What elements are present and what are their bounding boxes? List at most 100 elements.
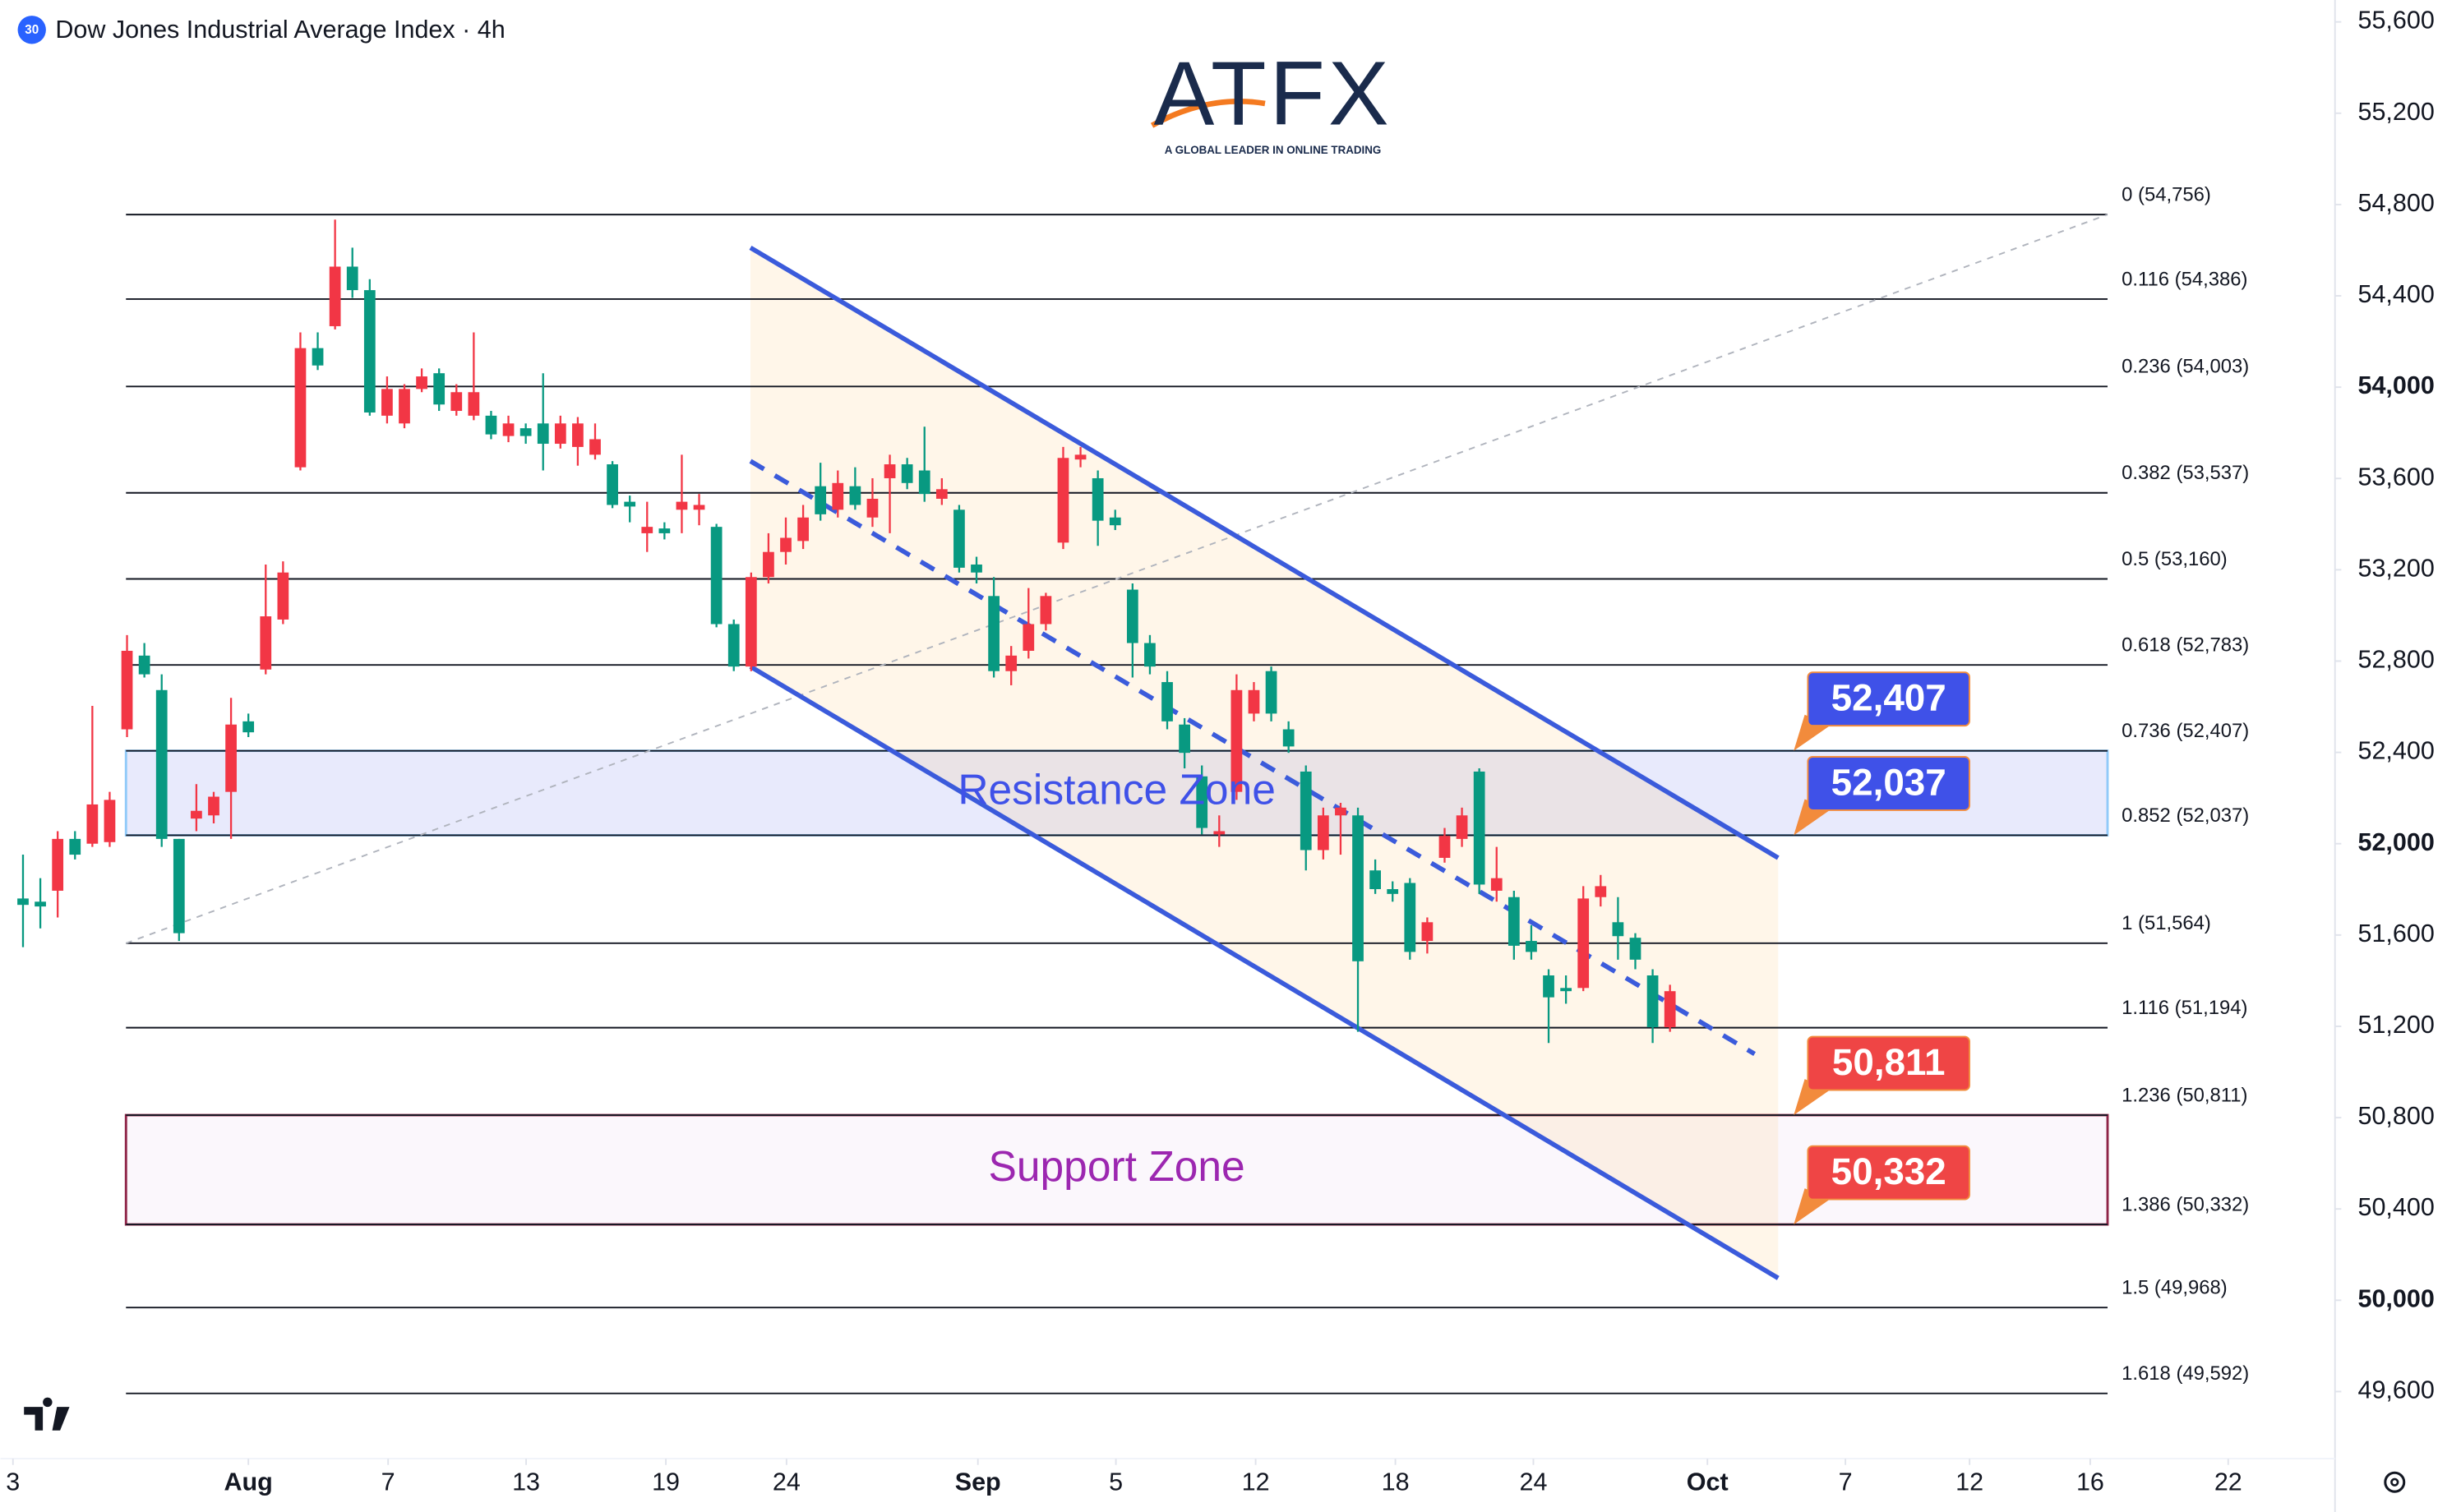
y-tick-label: 50,000 [2358, 1284, 2435, 1312]
price-label: 50,811 [1832, 1041, 1946, 1083]
line-layer [125, 214, 2108, 1394]
candle-body [17, 898, 29, 906]
candle-body [658, 528, 671, 533]
candle-body [1629, 938, 1641, 960]
fib-label: 1.386 (50,332) [2122, 1193, 2249, 1215]
candle-body [918, 470, 930, 495]
candle-body [537, 423, 549, 445]
y-tick-label: 54,400 [2358, 280, 2435, 308]
candle-body [1490, 878, 1503, 891]
price-label-box [1807, 756, 1970, 811]
x-tick-label: 12 [1955, 1468, 1983, 1496]
candle-body [1161, 682, 1173, 721]
candle-body [971, 564, 982, 573]
price-label-box [1807, 671, 1970, 727]
candle-body [589, 439, 601, 455]
fib-label: 0.382 (53,537) [2122, 462, 2249, 484]
zone-label: Support Zone [989, 1142, 1245, 1190]
price-label-box [1807, 1035, 1970, 1091]
symbol-title: Dow Jones Industrial Average Index · 4h [55, 16, 505, 44]
fib-label: 0.116 (54,386) [2122, 268, 2247, 290]
candle-body [519, 428, 532, 436]
candle-body [277, 572, 289, 620]
candle-body [1057, 458, 1069, 543]
x-tick-label: 3 [6, 1468, 20, 1496]
candle-body [884, 464, 896, 478]
label-layer: 55,600 55,200 54,800 54,400 54,000 53,600 53,2… [6, 7, 2435, 1496]
y-tick-label: 53,600 [2358, 463, 2435, 491]
fib-label: 0 (54,756) [2122, 184, 2211, 206]
candle-body [780, 537, 792, 552]
logo-tagline: A GLOBAL LEADER IN ONLINE TRADING [1165, 144, 1381, 156]
candle-body [1248, 689, 1260, 714]
fib-label: 0.236 (54,003) [2122, 356, 2249, 378]
logo-name: ATFX [1154, 43, 1392, 144]
candle-body [1196, 776, 1208, 828]
candle-body [433, 373, 446, 405]
fib-label: 0.852 (52,037) [2122, 804, 2249, 827]
channel-line [749, 664, 1780, 1280]
candle-body [399, 389, 410, 424]
candle-body [1023, 624, 1035, 651]
fib-label: 1.5 (49,968) [2122, 1277, 2228, 1299]
candle-body [1282, 729, 1295, 747]
candle-body [1646, 975, 1659, 1028]
y-tick-label: 51,600 [2358, 920, 2435, 947]
candle-body [815, 486, 827, 514]
candle-body [1664, 991, 1676, 1028]
x-tick-label: 24 [773, 1468, 801, 1496]
settings-icon-center [2390, 1477, 2399, 1487]
candle-body [52, 838, 64, 891]
candle-body [624, 501, 636, 507]
candle-body [1387, 889, 1399, 894]
candle-body [450, 392, 463, 412]
candle-body [1404, 883, 1416, 952]
tradingview-logo [24, 1397, 70, 1431]
fib-label: 1.236 (50,811) [2122, 1084, 2247, 1106]
candle-body [329, 266, 341, 326]
candle-body [35, 901, 46, 907]
candle-body [935, 489, 948, 499]
y-tick-label: 50,800 [2358, 1102, 2435, 1130]
y-tick-label: 52,800 [2358, 646, 2435, 674]
candle-body [138, 655, 150, 675]
fib-label: 1.618 (49,592) [2122, 1362, 2249, 1385]
candle-body [1040, 596, 1052, 625]
x-tick-label: 7 [381, 1468, 395, 1496]
fib-label: 0.5 (53,160) [2122, 548, 2228, 570]
candle-body [554, 423, 566, 445]
settings-icon[interactable] [2384, 1471, 2406, 1493]
candle-body [242, 721, 255, 733]
candle-body [1300, 771, 1312, 850]
candle-body [1456, 815, 1468, 839]
zone-label: Resistance Zone [958, 766, 1276, 814]
x-tick-label: Oct [1687, 1468, 1729, 1496]
fib-label: 1 (51,564) [2122, 912, 2211, 934]
x-tick-label: 19 [652, 1468, 680, 1496]
candle-body [294, 348, 307, 468]
candle-body [797, 517, 809, 542]
x-tick-label: Sep [955, 1468, 1001, 1496]
candle-body [1543, 975, 1554, 998]
candle-body [1352, 815, 1364, 961]
x-tick-label: 12 [1242, 1468, 1270, 1496]
candle-body [502, 423, 515, 436]
candle-body [173, 838, 185, 933]
y-tick-label: 52,000 [2358, 828, 2435, 856]
price-label: 52,037 [1831, 761, 1946, 803]
candle-body [745, 577, 757, 667]
candle-body [260, 616, 272, 670]
symbol-badge [17, 16, 46, 44]
y-tick-label: 50,400 [2358, 1193, 2435, 1221]
x-tick-label: 5 [1109, 1468, 1123, 1496]
candle-body [1265, 671, 1277, 714]
candle-body [1438, 836, 1451, 858]
candle-body [988, 596, 1000, 671]
candle-body [1560, 988, 1572, 992]
candle-body [1317, 815, 1329, 850]
candle-body [104, 800, 116, 842]
candle-body [416, 376, 427, 390]
y-tick-label: 54,000 [2358, 371, 2435, 399]
